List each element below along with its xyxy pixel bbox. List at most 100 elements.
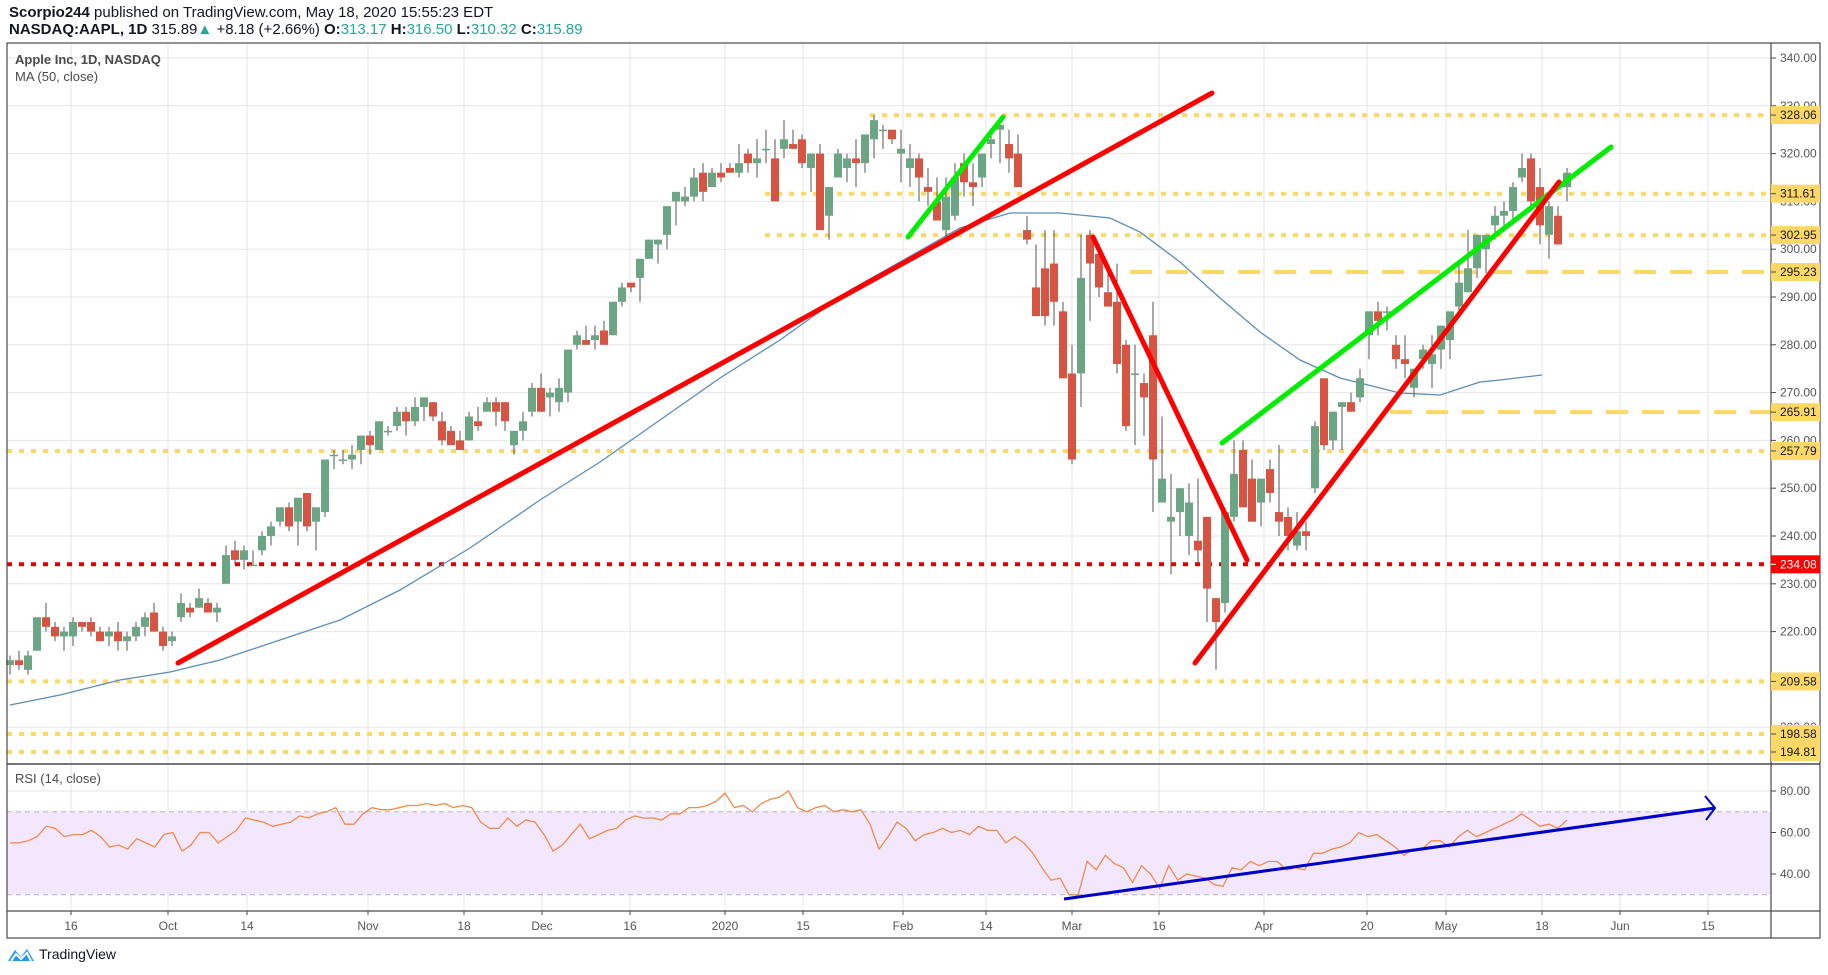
axes[interactable]: 340.00330.00320.00310.00300.00290.00280.… <box>64 51 1820 933</box>
candle-body <box>1356 378 1364 398</box>
candle-body <box>114 631 122 642</box>
chart-legend[interactable]: Apple Inc, 1D, NASDAQ MA (50, close) <box>15 51 161 85</box>
candle-body <box>1464 268 1472 293</box>
candle-body <box>474 421 482 427</box>
open-label: O: <box>324 21 341 38</box>
red-trendline[interactable] <box>1192 179 1562 666</box>
last-price: 315.89 <box>151 21 198 38</box>
candle-body <box>537 387 545 412</box>
candle-body <box>879 129 887 132</box>
candle-body <box>1311 426 1319 489</box>
symbol-label: NASDAQ:AAPL, 1D <box>9 21 148 38</box>
candle-body <box>762 148 770 151</box>
candle-body <box>357 435 365 450</box>
candle-body <box>1410 368 1418 388</box>
candle-body <box>798 139 806 164</box>
candle-body <box>42 617 50 627</box>
price-level-tag <box>1771 672 1820 691</box>
legend-ma[interactable]: MA (50, close) <box>15 69 99 84</box>
candle-body <box>591 335 599 341</box>
candle-body <box>1023 230 1031 240</box>
rsi-tick-label: 60.00 <box>1780 826 1810 840</box>
publish-info: Scorpio244 published on TradingView.com,… <box>9 4 493 21</box>
candle-body <box>429 402 437 417</box>
candle-body <box>1032 287 1040 317</box>
price-tick-label: 270.00 <box>1780 386 1817 400</box>
rsi-legend[interactable]: RSI (14, close) <box>15 771 101 786</box>
red-trendline[interactable] <box>1090 234 1250 563</box>
green-trendline[interactable] <box>905 114 1006 240</box>
candle-body <box>402 411 410 422</box>
rsi-overbought-oversold-band <box>7 811 1771 895</box>
up-arrow-icon: ▲ <box>197 21 213 38</box>
candle-body <box>699 172 707 192</box>
candle-body <box>204 602 212 613</box>
price-level-tag <box>1771 403 1820 422</box>
time-tick-label: 14 <box>240 919 254 933</box>
price-level-label: 209.58 <box>1780 674 1817 688</box>
candle-body <box>15 660 23 666</box>
candle-body <box>1050 263 1058 302</box>
price-level-label: 194.81 <box>1780 745 1817 759</box>
candle-body <box>69 622 77 637</box>
price-tick-label: 280.00 <box>1780 338 1817 352</box>
red-trendline[interactable] <box>175 90 1215 666</box>
candle-body <box>96 631 104 642</box>
candle-body <box>1149 335 1157 460</box>
candle-body <box>1500 210 1508 216</box>
candle-body <box>303 492 311 527</box>
price-tick-label: 250.00 <box>1780 481 1817 495</box>
candle-body <box>735 163 743 173</box>
candle-body <box>672 191 680 202</box>
time-tick-label: Apr <box>1255 919 1274 933</box>
publisher-name[interactable]: Scorpio244 <box>9 4 90 21</box>
price-level-tag <box>1771 184 1820 203</box>
candle-body <box>312 507 320 522</box>
rsi-blue-trendline[interactable] <box>1063 806 1716 901</box>
candle-body <box>465 416 473 441</box>
time-tick-label: May <box>1435 919 1458 933</box>
candle-body <box>951 177 959 216</box>
candle-body <box>240 550 248 560</box>
outer-frame <box>6 42 1821 939</box>
candle-body <box>1122 344 1130 427</box>
candle-body <box>258 536 266 551</box>
price-tick-label: 240.00 <box>1780 529 1817 543</box>
high-value: 316.50 <box>406 21 453 38</box>
candle-body <box>1275 512 1283 522</box>
tradingview-logo-icon <box>8 949 34 962</box>
candle-body <box>141 617 149 627</box>
candle-body <box>1419 349 1427 360</box>
horizontal-levels[interactable] <box>7 113 1771 755</box>
candle-body <box>708 172 716 188</box>
time-tick-label: 15 <box>1701 919 1715 933</box>
time-tick-label: 20 <box>1360 919 1374 933</box>
candle-body <box>555 387 563 403</box>
candle-body <box>645 239 653 259</box>
candle-body <box>933 201 941 221</box>
candle-body <box>1293 531 1301 546</box>
price-tick-label: 300.00 <box>1780 242 1817 256</box>
candle-body <box>483 402 491 412</box>
tradingview-brand: TradingView <box>39 946 117 962</box>
published-text: published on TradingView.com, May 18, 20… <box>89 4 494 21</box>
price-tick-label: 230.00 <box>1780 577 1817 591</box>
candle-body <box>744 153 752 164</box>
trendlines[interactable] <box>175 90 1614 666</box>
time-tick-label: 18 <box>457 919 471 933</box>
candle-body <box>636 258 644 278</box>
candle-body <box>573 335 581 345</box>
candle-body <box>1401 359 1409 364</box>
low-label: L: <box>456 21 471 38</box>
candle-body <box>1185 502 1193 536</box>
candle-body <box>1545 206 1553 235</box>
candle-body <box>1104 292 1112 307</box>
candle-body <box>276 507 284 522</box>
candle-body <box>1428 354 1436 364</box>
tradingview-logo[interactable]: TradingView <box>7 945 116 963</box>
chart-frame <box>6 42 1821 939</box>
candle-body <box>1014 153 1022 188</box>
candle-body <box>321 459 329 513</box>
candle-body <box>222 555 230 584</box>
